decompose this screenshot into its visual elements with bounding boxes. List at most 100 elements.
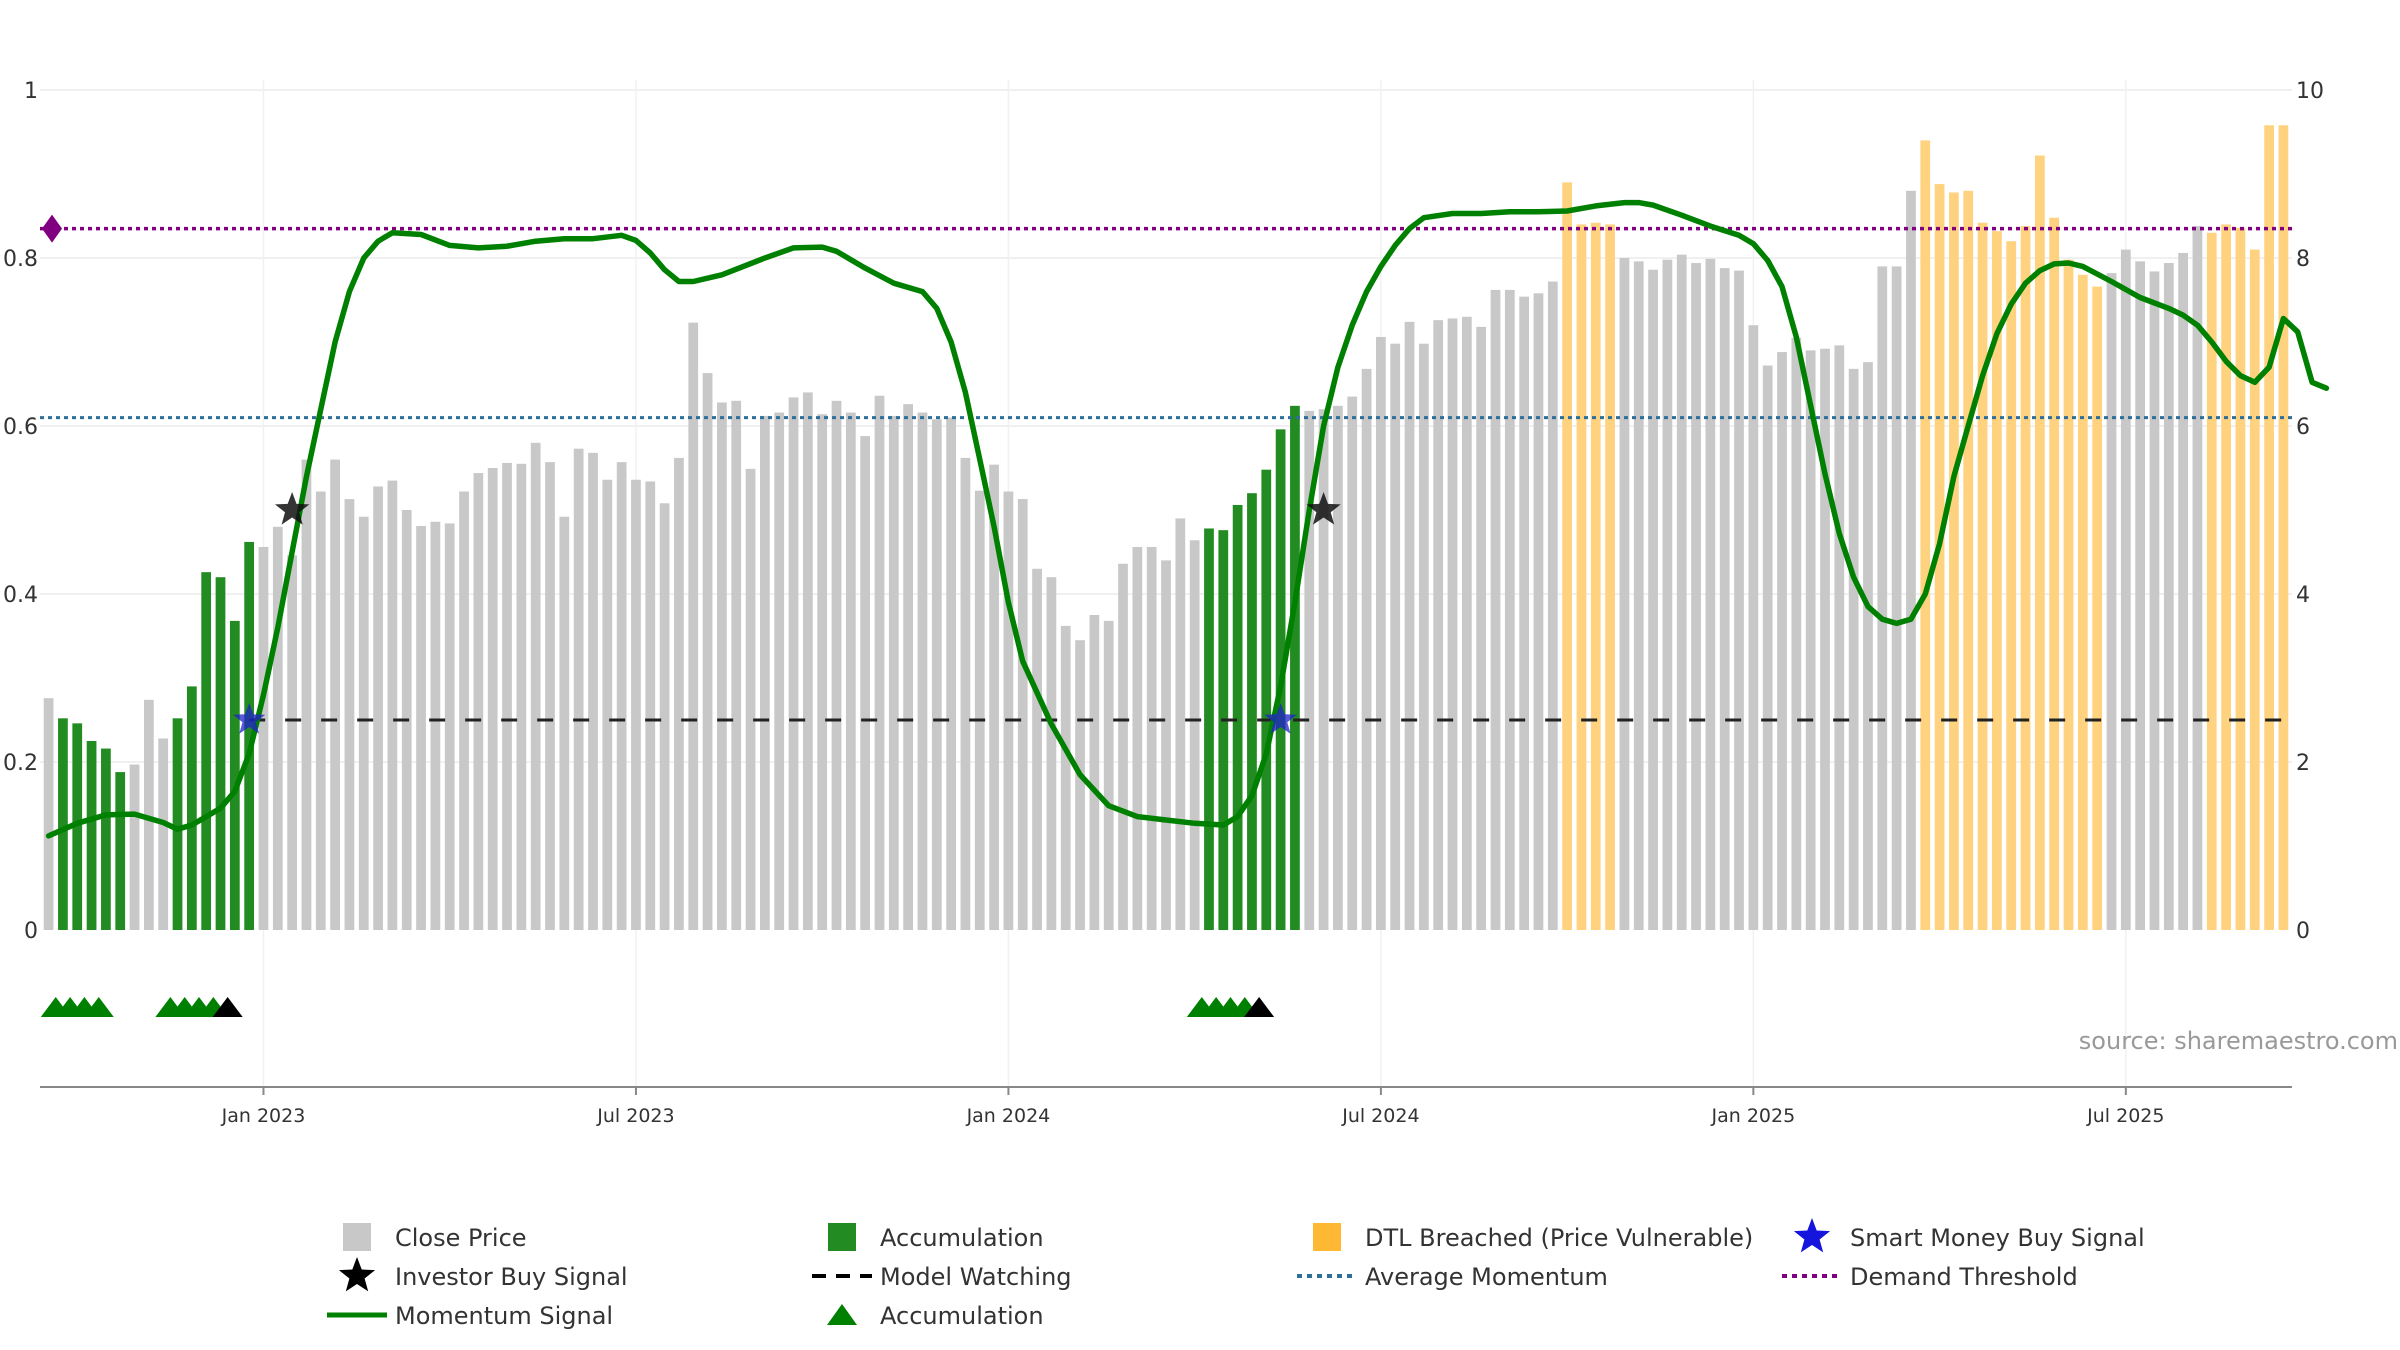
close-price-bar xyxy=(674,457,684,930)
legend-label: Accumulation xyxy=(880,1302,1044,1330)
close-price-bar xyxy=(645,481,656,930)
left-y-tick-label: 0 xyxy=(24,919,38,944)
close-price-bar xyxy=(1519,296,1530,930)
close-price-bar xyxy=(1046,577,1057,930)
close-price-bar xyxy=(1719,268,1730,931)
close-price-bar xyxy=(315,491,326,930)
close-price-bar xyxy=(1547,281,1558,930)
close-price-bar xyxy=(1060,625,1071,930)
legend-item-smart: Smart Money Buy Signal xyxy=(1793,1218,2145,1253)
close-price-bar xyxy=(1418,343,1429,930)
close-price-bar xyxy=(473,473,484,930)
close-price-bar xyxy=(602,479,613,930)
close-price-bar xyxy=(1132,546,1143,930)
close-price-bar xyxy=(1476,326,1487,930)
close-price-bar xyxy=(616,462,627,930)
legend-label: Accumulation xyxy=(880,1224,1044,1252)
left-y-tick-label: 0.6 xyxy=(3,415,38,440)
close-price-bar xyxy=(588,452,598,930)
close-price-bar xyxy=(1676,254,1687,930)
close-price-bar xyxy=(330,459,340,930)
dtl-breached-bar xyxy=(2264,125,2274,930)
close-price-bar xyxy=(1648,269,1658,930)
close-price-bar xyxy=(860,436,871,930)
close-price-bar xyxy=(158,738,169,930)
close-price-bar xyxy=(573,448,584,930)
close-price-bar xyxy=(1748,325,1759,930)
legend-star-smart-money-icon xyxy=(1793,1218,1831,1253)
accumulation-bar xyxy=(1204,528,1214,930)
close-price-bar xyxy=(946,417,956,931)
close-price-bar xyxy=(1504,289,1515,930)
dtl-breached-bar xyxy=(2077,274,2088,930)
right-y-tick-label: 2 xyxy=(2296,751,2310,776)
close-price-bar xyxy=(430,521,441,930)
accumulation-bar xyxy=(1232,504,1243,930)
right-y-tick-label: 4 xyxy=(2296,583,2310,608)
dtl-breached-bar xyxy=(1562,182,1572,930)
accumulation-bar xyxy=(1218,530,1229,930)
left-y-tick-label: 0.2 xyxy=(3,751,38,776)
right-y-tick-label: 10 xyxy=(2296,79,2324,104)
dtl-breached-bar xyxy=(2221,224,2231,930)
dtl-breached-bar xyxy=(2249,249,2260,931)
right-y-tick-label: 0 xyxy=(2296,919,2310,944)
close-price-bar xyxy=(1662,259,1673,930)
close-price-bar xyxy=(960,457,971,930)
close-price-bar xyxy=(874,395,885,930)
close-price-bar xyxy=(1705,258,1716,931)
close-price-bar xyxy=(1691,263,1701,930)
close-price-bar xyxy=(974,490,985,930)
dtl-breached-bar xyxy=(1576,224,1587,930)
close-price-bar xyxy=(745,468,756,930)
close-price-bar xyxy=(487,468,498,930)
close-price-bar xyxy=(1533,293,1544,930)
close-price-bar xyxy=(559,516,570,930)
close-price-bar xyxy=(1461,316,1472,930)
left-y-tick-label: 1 xyxy=(24,79,38,104)
close-price-bar xyxy=(845,412,856,930)
close-price-bar xyxy=(1619,258,1630,930)
close-price-bar xyxy=(1433,320,1444,930)
accumulation-bar xyxy=(229,620,240,930)
x-tick-label: Jan 2024 xyxy=(966,1105,1051,1127)
dtl-breached-bar xyxy=(1590,222,1601,931)
close-price-bar xyxy=(1820,348,1830,931)
legend-item-demand: Demand Threshold xyxy=(1782,1263,2078,1291)
dtl-breached-bar xyxy=(1934,184,1945,930)
left-y-tick-label: 0.4 xyxy=(3,583,38,608)
dtl-breached-bar xyxy=(2006,241,2017,930)
x-tick-label: Jul 2024 xyxy=(1341,1105,1419,1127)
legend-label: Average Momentum xyxy=(1365,1263,1608,1291)
close-price-bar xyxy=(1175,518,1186,930)
dtl-breached-bar xyxy=(2063,259,2074,930)
close-price-bar xyxy=(502,462,512,930)
dtl-breached-bar xyxy=(2092,286,2103,930)
close-price-bar xyxy=(1805,350,1816,930)
close-price-bar xyxy=(1863,362,1873,930)
legend-label: Close Price xyxy=(395,1224,527,1252)
close-price-bar xyxy=(1075,640,1085,930)
close-price-bar xyxy=(1906,190,1916,931)
right-y-tick-label: 8 xyxy=(2296,247,2310,272)
legend-swatch-accumulation xyxy=(828,1223,856,1251)
close-price-bar xyxy=(459,491,469,930)
close-price-bar xyxy=(989,464,999,930)
close-price-bar xyxy=(2135,261,2146,930)
close-price-bar xyxy=(287,555,298,930)
close-price-bar xyxy=(2149,271,2160,930)
close-price-bar xyxy=(1318,409,1329,930)
close-price-bar xyxy=(1003,491,1014,930)
close-price-bar xyxy=(774,412,785,930)
accumulation-bar xyxy=(72,723,83,930)
investor-triangle xyxy=(1244,997,1275,1017)
close-price-bar xyxy=(1146,546,1157,930)
accumulation-bar xyxy=(172,718,183,930)
close-price-bar xyxy=(931,419,942,930)
close-price-bar xyxy=(1103,620,1114,930)
close-price-bar xyxy=(1390,343,1401,930)
close-price-bar xyxy=(1848,368,1859,930)
close-price-bar xyxy=(1161,560,1171,930)
close-price-bar xyxy=(659,503,670,930)
